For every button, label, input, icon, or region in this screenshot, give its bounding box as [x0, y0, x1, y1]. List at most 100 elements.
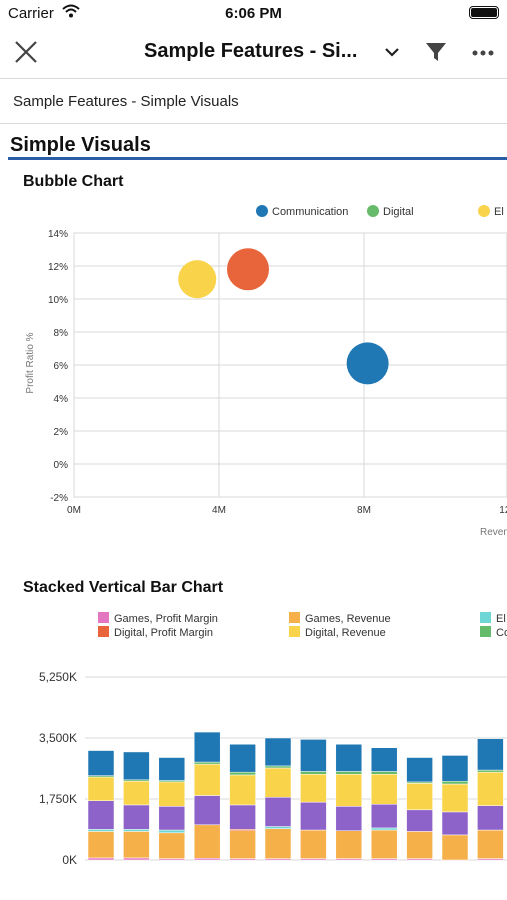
- bubble-y-tick-label: 8%: [54, 328, 69, 339]
- bar-segment: [87, 776, 115, 801]
- bar-y-tick-label: 1,750K: [39, 792, 77, 806]
- filter-icon[interactable]: [424, 40, 448, 64]
- bar-segment: [264, 737, 292, 767]
- bubble-y-tick-label: 10%: [48, 295, 68, 306]
- battery-icon: [469, 6, 499, 19]
- bar-segment: [370, 827, 398, 831]
- legend-swatch: [480, 612, 491, 623]
- legend-item[interactable]: Digital: [367, 205, 414, 218]
- legend-swatch: [289, 626, 300, 637]
- stacked-bar-chart: 5,250K 3,500K 1,750K 0K: [39, 670, 507, 867]
- bubble-x-axis-label: Reven: [480, 527, 507, 538]
- bar-segment: [193, 731, 221, 763]
- wifi-icon: [62, 3, 80, 23]
- bar-segment: [123, 831, 150, 859]
- bar-segment: [477, 769, 504, 773]
- bar-segment: [87, 829, 115, 832]
- bubble-chart-title: Bubble Chart: [23, 173, 124, 190]
- bubble-marks: [178, 248, 389, 385]
- bar-segment: [441, 755, 469, 782]
- bubble-chart: 14% 12% 10% 8% 6% 4% 2% 0% -2% 0M 4M 8M 12M Profit …: [25, 229, 507, 538]
- bar-segment: [406, 831, 433, 859]
- bar-segment: [193, 858, 221, 861]
- bar-segment: [87, 800, 115, 830]
- bubble-x-tick-label: 4M: [212, 505, 226, 516]
- bar-segment: [370, 747, 398, 772]
- legend-item[interactable]: Digital, Revenue: [289, 626, 386, 639]
- bubble-point: [346, 342, 389, 385]
- bar-segment: [193, 824, 221, 859]
- bar-segment: [406, 783, 433, 811]
- divider: [0, 123, 507, 124]
- bar-segment: [264, 797, 292, 827]
- bar-segment: [229, 830, 256, 859]
- bar-segment: [406, 757, 433, 783]
- bar-segment: [441, 834, 469, 861]
- bubble-y-tick-label: 6%: [54, 361, 69, 372]
- bar-segment: [264, 765, 292, 769]
- bar-y-axis: 5,250K 3,500K 1,750K 0K: [39, 670, 77, 867]
- chevron-down-icon[interactable]: [382, 42, 402, 62]
- bubble-y-axis: 14% 12% 10% 8% 6% 4% 2% 0% -2%: [48, 229, 68, 504]
- legend-item[interactable]: Games, Revenue: [289, 612, 391, 625]
- bar-segment: [158, 832, 186, 859]
- bar-segment: [193, 761, 221, 765]
- close-icon[interactable]: [12, 38, 40, 66]
- legend-item[interactable]: El: [478, 205, 504, 218]
- bar-segment: [335, 830, 363, 859]
- nav-bar: Sample Features - Si...: [0, 28, 507, 79]
- bar-segment: [229, 771, 256, 776]
- bar-y-tick-label: 3,500K: [39, 731, 77, 745]
- legend-item[interactable]: Digital, Profit Margin: [98, 626, 213, 639]
- bar-segment: [300, 801, 327, 831]
- legend-label: Games, Profit Margin: [114, 613, 218, 625]
- section-underline: [8, 157, 507, 160]
- bar-segment: [123, 857, 150, 861]
- legend-item[interactable]: Co: [480, 626, 507, 639]
- bubble-y-axis-label: Profit Ratio %: [25, 332, 36, 393]
- clock: 6:06 PM: [225, 5, 282, 22]
- bar-segment: [477, 829, 504, 859]
- status-bar: Carrier 6:06 PM: [0, 0, 507, 28]
- bar-segment: [229, 804, 256, 830]
- bar-segment: [193, 795, 221, 826]
- bar-segment: [370, 771, 398, 775]
- legend-swatch: [480, 626, 491, 637]
- bubble-y-tick-label: 12%: [48, 262, 68, 273]
- legend-item[interactable]: El: [480, 612, 506, 625]
- bar-segment: [335, 806, 363, 831]
- legend-swatch: [367, 205, 379, 217]
- bar-segment: [123, 780, 150, 806]
- bar-segment: [158, 806, 186, 831]
- legend-label: El: [496, 613, 506, 625]
- bubble-x-tick-label: 0M: [67, 505, 81, 516]
- bar-segment: [477, 805, 504, 831]
- bar-segment: [264, 767, 292, 798]
- bar-segment: [123, 829, 150, 832]
- legend-swatch: [98, 626, 109, 637]
- bar-segment: [87, 857, 115, 861]
- bar-segment: [123, 751, 150, 781]
- bar-segment: [158, 781, 186, 807]
- legend-label: El: [494, 206, 504, 218]
- legend-item[interactable]: Communication: [256, 205, 348, 218]
- bubble-x-axis: 0M 4M 8M 12M: [67, 505, 507, 516]
- legend-label: Co: [496, 627, 507, 639]
- legend-item[interactable]: Games, Profit Margin: [98, 612, 218, 625]
- breadcrumb[interactable]: Sample Features - Simple Visuals: [13, 93, 239, 110]
- bar-segment: [335, 744, 363, 772]
- bar-segment: [441, 811, 469, 836]
- bar-segment: [300, 829, 327, 859]
- bar-segment: [158, 829, 186, 834]
- more-icon[interactable]: [470, 41, 496, 65]
- section-title: Simple Visuals: [10, 134, 151, 156]
- bubble-y-tick-label: 0%: [54, 460, 69, 471]
- bubble-y-tick-label: -2%: [50, 493, 68, 504]
- bar-segment: [158, 757, 186, 781]
- bar-segment: [335, 774, 363, 807]
- bar-segment: [477, 771, 504, 806]
- legend-swatch: [289, 612, 300, 623]
- bubble-grid: [73, 232, 507, 498]
- bar-marks: [87, 731, 504, 861]
- legend-label: Digital, Profit Margin: [114, 627, 214, 639]
